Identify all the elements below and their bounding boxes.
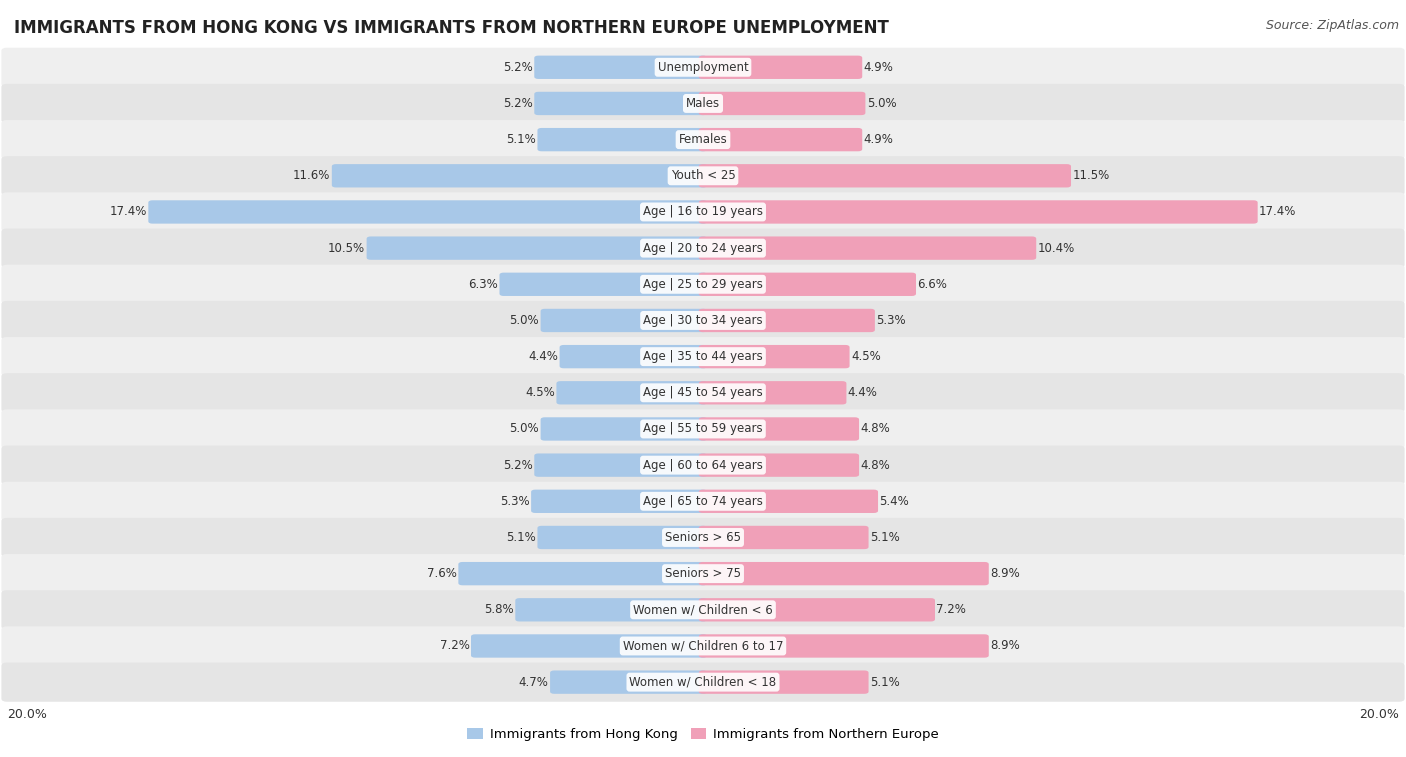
Text: 5.3%: 5.3% [501,495,530,508]
Text: 10.4%: 10.4% [1038,241,1074,254]
Text: Women w/ Children < 18: Women w/ Children < 18 [630,676,776,689]
Text: 4.9%: 4.9% [863,133,893,146]
Text: 17.4%: 17.4% [1260,205,1296,219]
Text: 4.8%: 4.8% [860,422,890,435]
Text: 5.0%: 5.0% [509,314,540,327]
Text: Women w/ Children < 6: Women w/ Children < 6 [633,603,773,616]
Text: 10.5%: 10.5% [328,241,366,254]
Text: 4.4%: 4.4% [529,350,558,363]
Text: Women w/ Children 6 to 17: Women w/ Children 6 to 17 [623,640,783,653]
Text: 6.6%: 6.6% [917,278,948,291]
Text: 5.2%: 5.2% [503,97,533,110]
Text: 5.2%: 5.2% [503,61,533,73]
Text: Unemployment: Unemployment [658,61,748,73]
Text: Age | 55 to 59 years: Age | 55 to 59 years [643,422,763,435]
Text: 5.2%: 5.2% [503,459,533,472]
Text: 5.3%: 5.3% [876,314,905,327]
Text: 7.2%: 7.2% [936,603,966,616]
Text: 20.0%: 20.0% [7,708,46,721]
Text: 5.0%: 5.0% [866,97,897,110]
Text: 5.1%: 5.1% [506,531,536,544]
Text: Age | 25 to 29 years: Age | 25 to 29 years [643,278,763,291]
Text: 5.1%: 5.1% [870,676,900,689]
Text: 4.5%: 4.5% [526,386,555,399]
Text: IMMIGRANTS FROM HONG KONG VS IMMIGRANTS FROM NORTHERN EUROPE UNEMPLOYMENT: IMMIGRANTS FROM HONG KONG VS IMMIGRANTS … [14,19,889,37]
Text: 4.8%: 4.8% [860,459,890,472]
Text: Males: Males [686,97,720,110]
Text: Age | 60 to 64 years: Age | 60 to 64 years [643,459,763,472]
Text: 4.9%: 4.9% [863,61,893,73]
Text: Age | 30 to 34 years: Age | 30 to 34 years [643,314,763,327]
Text: 5.8%: 5.8% [484,603,515,616]
Text: 4.4%: 4.4% [848,386,877,399]
Text: 7.2%: 7.2% [440,640,470,653]
Text: 7.6%: 7.6% [427,567,457,580]
Text: 11.5%: 11.5% [1073,170,1109,182]
Text: Age | 16 to 19 years: Age | 16 to 19 years [643,205,763,219]
Text: Source: ZipAtlas.com: Source: ZipAtlas.com [1265,19,1399,32]
Text: 20.0%: 20.0% [1360,708,1399,721]
Text: 11.6%: 11.6% [292,170,330,182]
Legend: Immigrants from Hong Kong, Immigrants from Northern Europe: Immigrants from Hong Kong, Immigrants fr… [463,722,943,746]
Text: 5.4%: 5.4% [880,495,910,508]
Text: 4.7%: 4.7% [519,676,548,689]
Text: 5.1%: 5.1% [870,531,900,544]
Text: Females: Females [679,133,727,146]
Text: Age | 45 to 54 years: Age | 45 to 54 years [643,386,763,399]
Text: 8.9%: 8.9% [990,640,1019,653]
Text: 8.9%: 8.9% [990,567,1019,580]
Text: Seniors > 65: Seniors > 65 [665,531,741,544]
Text: Youth < 25: Youth < 25 [671,170,735,182]
Text: 17.4%: 17.4% [110,205,148,219]
Text: 4.5%: 4.5% [851,350,880,363]
Text: 5.0%: 5.0% [509,422,540,435]
Text: Age | 65 to 74 years: Age | 65 to 74 years [643,495,763,508]
Text: Seniors > 75: Seniors > 75 [665,567,741,580]
Text: Age | 20 to 24 years: Age | 20 to 24 years [643,241,763,254]
Text: 5.1%: 5.1% [506,133,536,146]
Text: Age | 35 to 44 years: Age | 35 to 44 years [643,350,763,363]
Text: 6.3%: 6.3% [468,278,498,291]
